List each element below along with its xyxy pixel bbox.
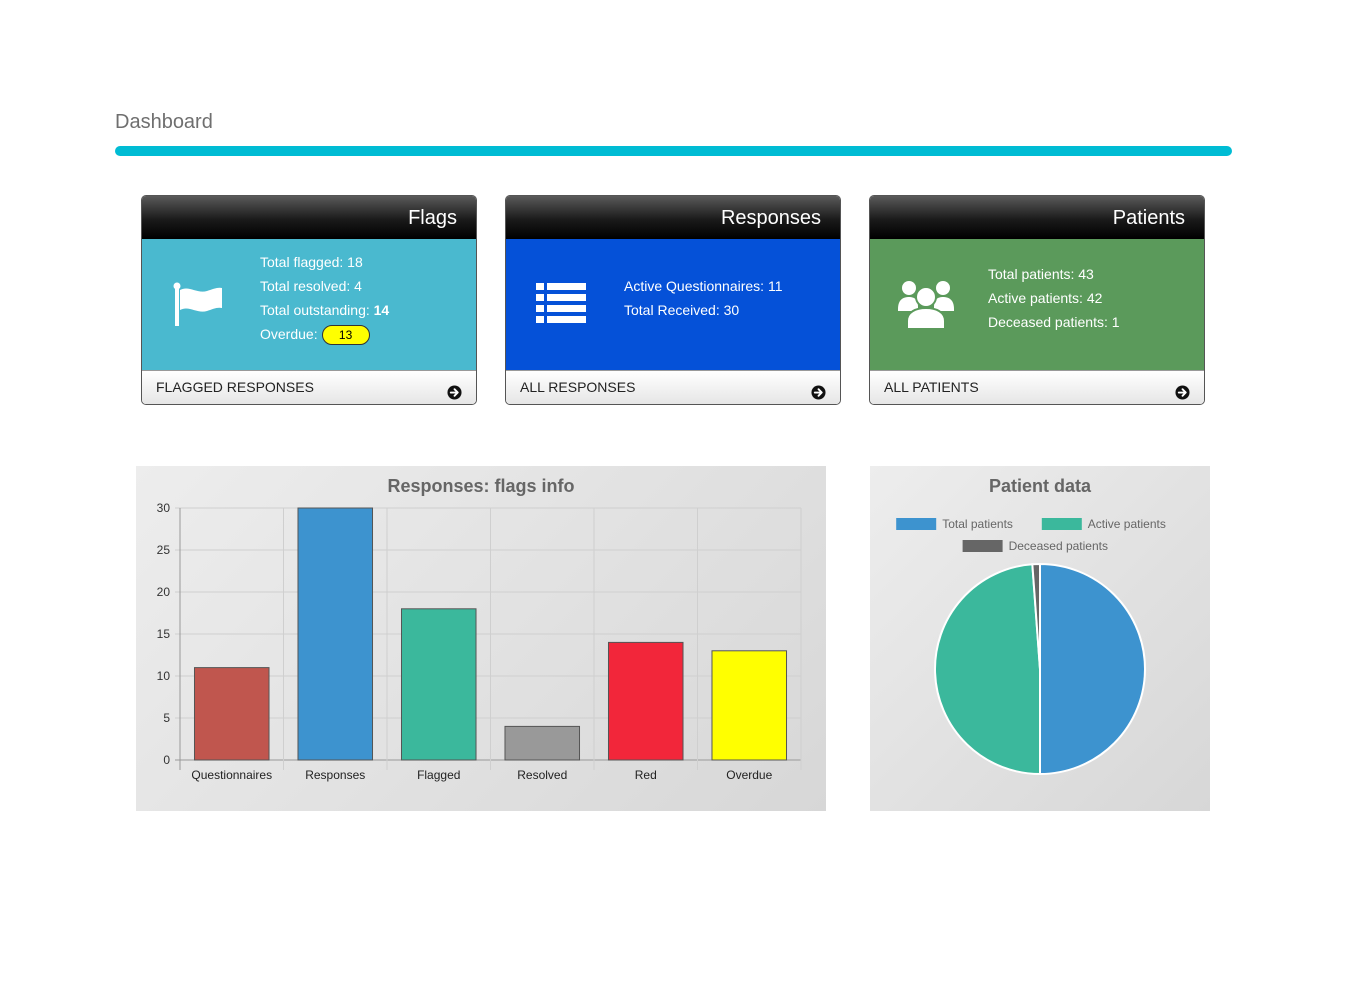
list-icon <box>535 282 587 327</box>
total-outstanding-row: Total outstanding: 14 <box>260 298 389 322</box>
y-tick-label: 10 <box>157 669 171 683</box>
x-tick-label: Flagged <box>417 768 460 782</box>
total-outstanding-value: 14 <box>373 302 390 318</box>
responses-card-header: Responses <box>506 196 840 239</box>
flag-icon <box>173 282 225 329</box>
patients-stats: Total patients: 43 Active patients: 42 D… <box>988 262 1120 334</box>
all-patients-link[interactable]: ALL PATIENTS <box>870 370 1204 404</box>
bar-red[interactable] <box>607 641 684 761</box>
legend-swatch <box>1041 518 1082 530</box>
responses-card-body: Active Questionnaires: 11 Total Received… <box>506 239 840 370</box>
flagged-responses-label: FLAGGED RESPONSES <box>156 379 314 395</box>
total-flagged-text: Total flagged: 18 <box>260 254 363 270</box>
flagged-responses-link[interactable]: FLAGGED RESPONSES <box>142 370 476 404</box>
x-tick-label: Responses <box>305 768 365 782</box>
x-tick-label: Red <box>635 768 657 782</box>
pie-chart-title: Patient data <box>988 476 1092 496</box>
legend-swatch <box>962 540 1003 552</box>
all-responses-label: ALL RESPONSES <box>520 379 636 395</box>
total-received-text: Total Received: 30 <box>624 302 740 318</box>
pie-slice-deceased-patients[interactable] <box>1031 562 1041 670</box>
y-tick-label: 25 <box>157 543 171 557</box>
overdue-badge: 13 <box>321 325 370 346</box>
patients-card-header: Patients <box>870 196 1204 239</box>
flags-card-body: Total flagged: 18 Total resolved: 4 Tota… <box>142 239 476 370</box>
y-tick-label: 30 <box>157 501 171 515</box>
total-resolved-text: Total resolved: 4 <box>260 278 362 294</box>
y-tick-label: 5 <box>163 711 170 725</box>
bar-chart-title: Responses: flags info <box>387 476 575 496</box>
title-underline <box>115 146 1232 156</box>
patients-card: Patients Total patients: 43 Active patie… <box>869 195 1205 405</box>
x-tick-label: Questionnaires <box>191 768 272 782</box>
y-tick-label: 20 <box>157 585 171 599</box>
bar-flagged[interactable] <box>400 608 477 761</box>
y-tick-label: 0 <box>163 753 170 767</box>
patients-card-body: Total patients: 43 Active patients: 42 D… <box>870 239 1204 370</box>
responses-stats: Active Questionnaires: 11 Total Received… <box>624 274 783 322</box>
total-outstanding-label: Total outstanding: <box>260 302 374 318</box>
y-tick-label: 15 <box>157 627 171 641</box>
pie-slice-total-patients[interactable] <box>1039 562 1146 776</box>
legend-label: Active patients <box>1088 517 1166 531</box>
bar-resolved[interactable] <box>504 725 581 761</box>
overdue-label: Overdue: <box>260 326 318 342</box>
bar-questionnaires[interactable] <box>193 667 270 761</box>
flags-bar-chart-panel: Responses: flags info 0 5 10 15 20 25 30 Questi… <box>136 466 826 811</box>
active-questionnaires-text: Active Questionnaires: 11 <box>624 278 783 294</box>
all-patients-label: ALL PATIENTS <box>884 379 979 395</box>
arrow-right-circle-icon <box>1175 379 1190 400</box>
legend-label: Deceased patients <box>1009 539 1108 553</box>
pie-chart: Total patients Active patients Deceased pa… <box>896 517 1166 776</box>
bar-overdue[interactable] <box>711 650 788 761</box>
bar-chart: 0 5 10 15 20 25 30 Questionnaires Responses Flagg… <box>157 501 802 782</box>
active-patients-text: Active patients: 42 <box>988 290 1103 306</box>
arrow-right-circle-icon <box>811 379 826 400</box>
deceased-patients-text: Deceased patients: 1 <box>988 314 1120 330</box>
legend-swatch <box>896 518 937 530</box>
bar-responses[interactable] <box>297 507 374 761</box>
pie-slice-active-patients[interactable] <box>934 563 1041 776</box>
responses-card: Responses Active Questionnaires: 11 Tota… <box>505 195 841 405</box>
legend-label: Total patients <box>942 517 1013 531</box>
patient-pie-chart-panel: Patient data Total patients Active patien… <box>870 466 1210 811</box>
overdue-row: Overdue: 13 <box>260 322 389 346</box>
all-responses-link[interactable]: ALL RESPONSES <box>506 370 840 404</box>
x-tick-label: Resolved <box>517 768 567 782</box>
flags-card: Flags Total flagged: 18 Total resolved: … <box>141 195 477 405</box>
flags-stats: Total flagged: 18 Total resolved: 4 Tota… <box>260 250 389 346</box>
x-tick-label: Overdue <box>726 768 772 782</box>
total-patients-text: Total patients: 43 <box>988 266 1094 282</box>
flags-card-header: Flags <box>142 196 476 239</box>
arrow-right-circle-icon <box>447 379 462 400</box>
users-icon <box>898 279 954 332</box>
page-title: Dashboard <box>115 111 213 133</box>
